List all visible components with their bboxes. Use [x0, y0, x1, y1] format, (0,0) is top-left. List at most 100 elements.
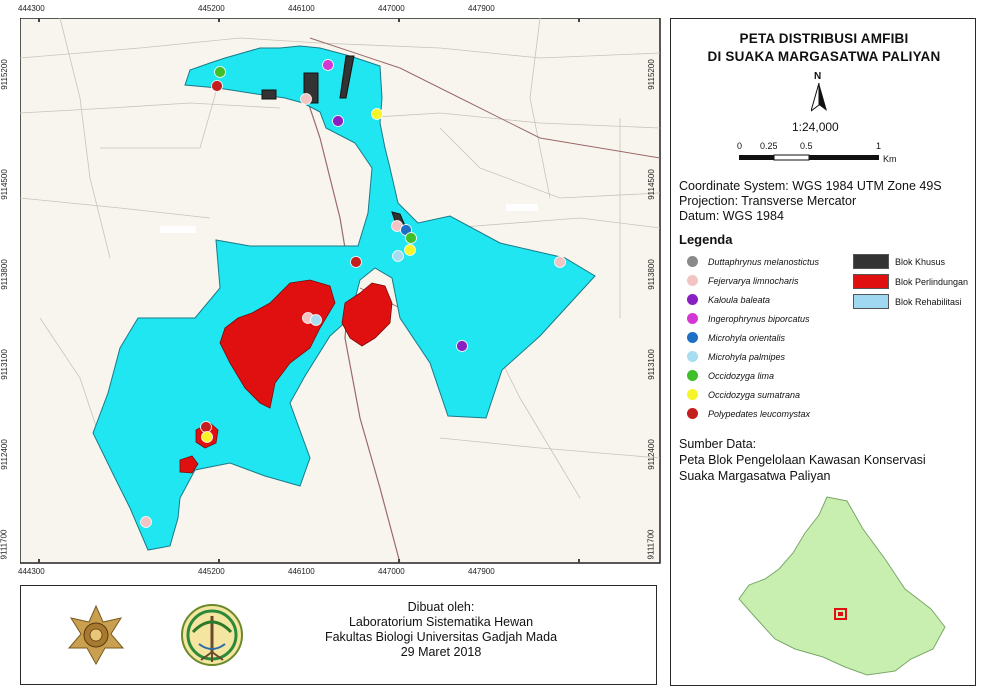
legend-label: Blok Rehabilitasi — [895, 296, 962, 307]
legend-swatch — [853, 274, 889, 289]
legend-swatch — [853, 294, 889, 309]
legend-dot — [687, 332, 698, 343]
source-line-1: Peta Blok Pengelolaan Kawasan Konservasi — [679, 453, 926, 467]
legend-label: Duttaphrynus melanostictus — [708, 256, 820, 267]
scale-tick-025: 0.25 — [760, 141, 778, 151]
point-polypedates-leucomystax[interactable] — [211, 80, 223, 92]
rehabilitation-block[interactable] — [92, 45, 596, 551]
y-label-right-5: 9112400 — [646, 439, 656, 470]
source-heading: Sumber Data: — [679, 437, 757, 451]
legend-label: Microhyla palmipes — [708, 351, 786, 362]
y-label-right-2: 9114500 — [646, 169, 656, 200]
credit-line-3: Fakultas Biologi Universitas Gadjah Mada — [324, 630, 558, 644]
x-label-top-2: 445200 — [198, 4, 225, 13]
scale-tick-0: 0 — [737, 141, 743, 151]
x-label-top-1: 444300 — [18, 4, 45, 13]
credit-line-4: 29 Maret 2018 — [400, 645, 482, 659]
map-frame[interactable]: 444300 445200 446100 447000 447900 44430… — [0, 4, 661, 576]
x-label-bottom-1: 444300 — [18, 567, 45, 576]
credit-line-1: Dibuat oleh: — [407, 600, 475, 614]
legend-block-rehabilitasi: Blok Rehabilitasi — [853, 294, 962, 309]
datum: Datum: WGS 1984 — [679, 209, 784, 223]
ministry-emblem-logo — [181, 604, 243, 666]
legend-item-fejervarya: Fejervarya limnocharis — [687, 275, 799, 286]
point-ingerophrynus-biporcatus[interactable] — [322, 59, 334, 71]
x-label-bottom-4: 447000 — [378, 567, 405, 576]
legend-swatch — [853, 254, 889, 269]
point-polypedates-leucomystax[interactable] — [200, 421, 212, 433]
point-occidozyga-lima[interactable] — [405, 232, 417, 244]
legend-heading: Legenda — [679, 232, 733, 247]
legend-dot — [687, 294, 698, 305]
y-label-right-1: 9115200 — [646, 59, 656, 90]
point-kaloula-baleata[interactable] — [332, 115, 344, 127]
coordinate-system: Coordinate System: WGS 1984 UTM Zone 49S — [679, 179, 942, 193]
scale-ratio: 1:24,000 — [792, 120, 839, 134]
credit-text: Dibuat oleh: Laboratorium Sistematika He… — [231, 600, 651, 660]
x-label-top-4: 447000 — [378, 4, 405, 13]
legend-label: Polypedates leucomystax — [708, 408, 811, 419]
map-info-panel: PETA DISTRIBUSI AMFIBI DI SUAKA MARGASAT… — [670, 18, 976, 686]
point-occidozyga-sumatrana[interactable] — [371, 108, 383, 120]
y-label-left-2: 9114500 — [0, 169, 9, 200]
legend-label: Kaloula baleata — [708, 294, 771, 305]
legend-item-duttaphrynus: Duttaphrynus melanostictus — [687, 256, 819, 267]
inset-location-map[interactable] — [735, 489, 959, 679]
y-label-right-4: 9113100 — [646, 349, 656, 380]
point-occidozyga-lima[interactable] — [214, 66, 226, 78]
y-label-left-4: 9113100 — [0, 349, 9, 380]
legend-dot — [687, 408, 698, 419]
point-fejervarya-limnocharis[interactable] — [554, 256, 566, 268]
legend-item-microhyla-orientalis: Microhyla orientalis — [687, 332, 785, 343]
legend-label: Fejervarya limnocharis — [708, 275, 799, 286]
point-fejervarya-limnocharis[interactable] — [140, 516, 152, 528]
study-area-fill — [838, 612, 843, 616]
special-block-2[interactable] — [261, 89, 277, 100]
scale-unit: Km — [883, 154, 897, 164]
north-label: N — [814, 71, 822, 82]
legend-item-microhyla-palmipes: Microhyla palmipes — [687, 351, 785, 362]
legend-dot — [687, 370, 698, 381]
x-label-top-3: 446100 — [288, 4, 315, 13]
scale-tick-1: 1 — [876, 141, 882, 151]
protection-block-center[interactable] — [341, 282, 393, 347]
university-emblem-logo — [67, 604, 125, 666]
legend-dot — [687, 275, 698, 286]
point-microhyla-palmipes[interactable] — [310, 314, 322, 326]
road-network — [20, 18, 661, 499]
legend-block-khusus: Blok Khusus — [853, 254, 945, 269]
point-occidozyga-sumatrana[interactable] — [404, 244, 416, 256]
point-microhyla-palmipes[interactable] — [392, 250, 404, 262]
point-polypedates-leucomystax[interactable] — [350, 256, 362, 268]
region-outline — [738, 496, 946, 676]
legend-block-perlindungan: Blok Perlindungan — [853, 274, 968, 289]
x-label-top-5: 447900 — [468, 4, 495, 13]
protection-block-small-2[interactable] — [179, 455, 199, 474]
y-label-left-3: 9113800 — [0, 259, 9, 290]
main-map[interactable] — [20, 18, 680, 598]
projection: Projection: Transverse Mercator — [679, 194, 857, 208]
y-label-left-5: 9112400 — [0, 439, 9, 470]
north-arrow-icon — [811, 83, 827, 112]
legend-label: Blok Perlindungan — [895, 276, 969, 287]
scale-bar — [739, 154, 879, 161]
legend-item-ingerophrynus: Ingerophrynus biporcatus — [687, 313, 810, 324]
source-line-2: Suaka Margasatwa Paliyan — [679, 469, 831, 483]
legend-item-kaloula: Kaloula baleata — [687, 294, 770, 305]
legend-dot — [687, 389, 698, 400]
legend-label: Occidozyga lima — [708, 370, 775, 381]
legend-label: Microhyla orientalis — [708, 332, 786, 343]
protection-block-large[interactable] — [219, 279, 336, 409]
y-label-left-6: 9111700 — [0, 529, 9, 560]
special-block-3[interactable] — [339, 55, 355, 99]
place-label-east — [506, 204, 538, 211]
map-title-line2: DI SUAKA MARGASATWA PALIYAN — [707, 49, 941, 64]
scale-tick-05: 0.5 — [800, 141, 813, 151]
point-fejervarya-limnocharis[interactable] — [300, 93, 312, 105]
y-label-right-6: 9111700 — [646, 529, 656, 560]
point-occidozyga-sumatrana[interactable] — [201, 431, 213, 443]
legend-dot — [687, 256, 698, 267]
frame-ticks — [38, 18, 580, 563]
point-kaloula-baleata[interactable] — [456, 340, 468, 352]
study-area-marker — [834, 608, 847, 620]
